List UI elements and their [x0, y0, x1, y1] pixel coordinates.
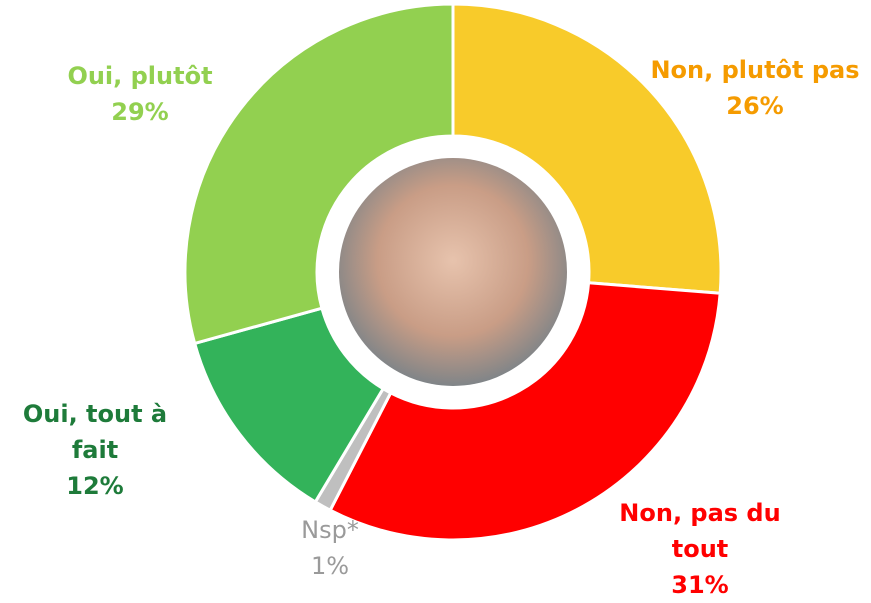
slice-label: Oui, tout à fait 12% — [10, 396, 180, 504]
value-label: 31% — [671, 571, 729, 599]
value-label: 1% — [310, 552, 350, 580]
slice-label: Non, plutôt pas 26% — [650, 52, 860, 124]
category-name: Nsp* — [301, 516, 359, 544]
category-name: Oui, tout à fait — [22, 400, 168, 464]
value-label: 29% — [111, 98, 169, 126]
value-label: 26% — [726, 92, 784, 120]
value-label: 12% — [66, 472, 124, 500]
category-name: Oui, plutôt — [67, 62, 213, 90]
slice-label: Non, pas du tout 31% — [590, 495, 810, 603]
slice-label: Nsp* 1% — [270, 512, 390, 584]
category-name: Non, plutôt pas — [650, 56, 860, 84]
slice-label: Oui, plutôt 29% — [40, 58, 240, 130]
portrait-placeholder — [339, 158, 567, 386]
category-name: Non, pas du tout — [619, 499, 781, 563]
